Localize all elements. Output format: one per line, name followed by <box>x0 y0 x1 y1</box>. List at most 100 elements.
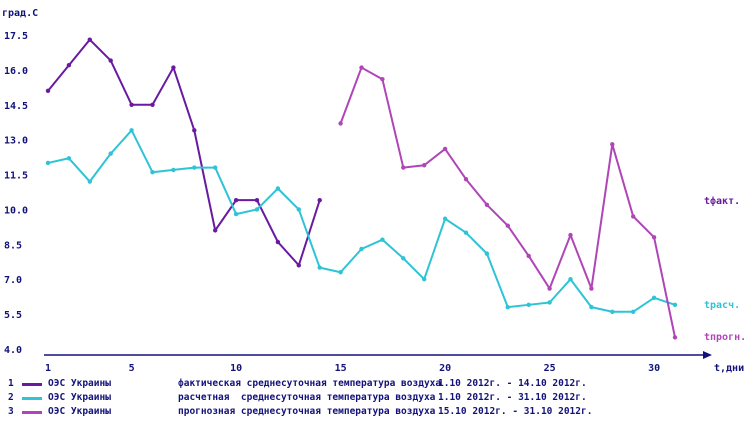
data-point <box>463 177 469 182</box>
series-tag: tфакт. <box>704 195 740 207</box>
x-tick-label: 25 <box>544 363 556 374</box>
data-point <box>610 142 615 147</box>
data-point <box>192 128 197 133</box>
data-point <box>108 58 113 63</box>
data-point <box>422 277 427 282</box>
legend-description: фактическая среднесуточная температура в… <box>178 378 442 389</box>
x-tick-label: 10 <box>230 363 242 374</box>
y-tick-label: 14.5 <box>4 101 28 112</box>
data-point <box>401 165 406 170</box>
data-point <box>129 128 134 133</box>
data-point <box>359 246 364 252</box>
data-point <box>213 228 218 233</box>
y-tick-label: 7.0 <box>4 275 22 286</box>
data-point <box>338 121 343 126</box>
data-point <box>526 253 531 259</box>
legend-swatch <box>22 410 42 414</box>
legend-number: 1 <box>8 378 14 389</box>
legend-number: 2 <box>8 392 14 403</box>
data-point <box>87 179 93 184</box>
legend-period: 15.10 2012г. - 31.10 2012г. <box>438 406 593 417</box>
data-point <box>45 88 51 94</box>
y-tick-label: 5.5 <box>4 310 22 321</box>
data-point <box>380 76 385 82</box>
data-point <box>547 286 552 291</box>
data-point <box>171 167 176 173</box>
data-point <box>275 186 281 191</box>
y-tick-label: 17.5 <box>4 31 28 42</box>
data-point <box>547 300 552 305</box>
x-tick-label: 5 <box>129 363 135 374</box>
y-tick-label: 13.0 <box>4 136 28 147</box>
data-point <box>568 277 573 282</box>
data-point <box>233 211 239 217</box>
data-point <box>505 223 510 228</box>
data-point <box>401 256 406 261</box>
data-point <box>254 207 260 212</box>
data-point <box>651 235 657 240</box>
data-point <box>422 163 427 168</box>
data-point <box>568 232 573 238</box>
legend-row: 2 ОЭС Украины расчетная среднесуточная т… <box>8 391 592 405</box>
data-point <box>631 214 636 219</box>
legend-period: 1.10 2012г. - 14.10 2012г. <box>438 378 587 389</box>
legend-source: ОЭС Украины <box>48 392 111 403</box>
data-point <box>505 304 510 310</box>
legend-period: 1.10 2012г. - 31.10 2012г. <box>438 392 587 403</box>
series-tag: tрасч. <box>704 300 740 311</box>
x-axis-unit: t,дни <box>714 363 744 374</box>
series-layer <box>45 37 678 340</box>
data-point <box>610 309 615 314</box>
data-point <box>442 216 448 221</box>
data-point <box>171 65 176 70</box>
x-tick-label: 30 <box>648 363 660 374</box>
data-point <box>87 37 93 42</box>
series-tag: tпрогн. <box>704 332 746 343</box>
data-point <box>672 302 678 308</box>
series-tags: tфакт. tрасч. tпрогн. <box>704 195 746 343</box>
y-ticks: 17.5 16.0 14.5 13.0 11.5 10.0 8.5 7.0 5.5 4.0 <box>4 31 28 356</box>
data-point <box>380 237 385 242</box>
data-point <box>589 286 594 291</box>
temperature-chart: град.С 17.5 16.0 14.5 13.0 11.5 10.0 8.5 7.0 5.5… <box>2 8 746 374</box>
x-tick-label: 15 <box>335 363 347 374</box>
legend-row: 3 ОЭС Украины прогнозная среднесуточная … <box>8 405 592 419</box>
data-point <box>338 270 343 275</box>
legend-swatch <box>22 396 42 400</box>
data-point <box>631 309 636 314</box>
data-point <box>275 239 281 245</box>
legend: 1 ОЭС Украины фактическая среднесуточная… <box>8 377 592 419</box>
y-tick-label: 8.5 <box>4 240 22 251</box>
x-ticks: 1 5 10 15 20 25 30 <box>45 363 660 374</box>
y-tick-label: 10.0 <box>4 205 28 216</box>
series-line <box>47 129 676 313</box>
legend-description: расчетная среднесуточная температура воз… <box>178 392 436 403</box>
data-point <box>296 263 301 268</box>
data-point <box>129 102 134 107</box>
legend-row: 1 ОЭС Украины фактическая среднесуточная… <box>8 377 592 391</box>
data-point <box>484 202 490 207</box>
data-point <box>66 63 72 68</box>
data-point <box>108 151 113 156</box>
x-tick-label: 20 <box>439 363 451 374</box>
data-point <box>150 170 155 175</box>
data-point <box>317 265 322 270</box>
y-tick-label: 11.5 <box>4 171 28 182</box>
data-point <box>484 251 490 256</box>
data-point <box>233 197 239 203</box>
legend-number: 3 <box>8 406 14 417</box>
data-point <box>672 335 678 340</box>
data-point <box>651 295 657 301</box>
data-point <box>66 156 72 161</box>
data-point <box>192 165 197 170</box>
data-point <box>150 102 155 107</box>
data-point <box>359 65 364 70</box>
y-axis-unit: град.С <box>2 8 38 19</box>
data-point <box>526 302 531 308</box>
series-line <box>339 66 676 338</box>
series-line <box>47 38 321 267</box>
y-tick-label: 4.0 <box>4 345 22 356</box>
data-point <box>254 197 260 203</box>
data-point <box>45 160 51 166</box>
data-point <box>442 146 448 152</box>
